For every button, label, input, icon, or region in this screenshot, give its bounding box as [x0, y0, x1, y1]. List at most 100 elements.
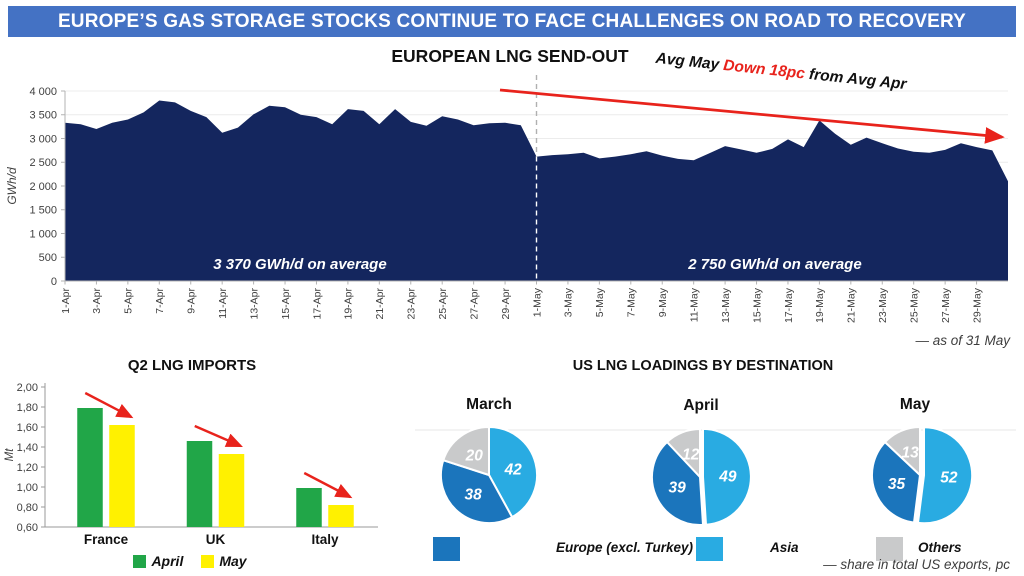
pie-month-may: May: [899, 396, 931, 413]
decline-arrow-italy: [303, 471, 353, 499]
x-tick-label: 19-May: [814, 287, 826, 323]
x-tick-label: 3-May: [563, 287, 575, 317]
imports-chart-title: Q2 LNG IMPORTS: [127, 357, 257, 374]
x-tick-label: 9-May: [657, 287, 669, 317]
x-tick-label: 29-May: [971, 287, 983, 323]
banner: EUROPE’S GAS STORAGE STOCKS CONTINUE TO …: [8, 6, 1016, 37]
x-tick-label: 21-May: [846, 287, 858, 323]
april-swatch: [133, 554, 147, 568]
as-of-note: — as of 31 May: [915, 333, 1010, 348]
category-label-italy: Italy: [311, 532, 339, 547]
europe-swatch: [433, 537, 460, 561]
pie-march-value-1: 38: [464, 487, 482, 504]
pie-march-slice-2: [442, 425, 490, 477]
x-tick-label: 1-May: [531, 287, 543, 317]
pie-march-value-0: 42: [504, 461, 523, 478]
x-tick-label: 13-May: [720, 287, 732, 323]
imports-y-tick: 1,80: [17, 402, 38, 414]
x-tick-label: 23-Apr: [406, 287, 418, 319]
bar-france-april: [77, 408, 103, 527]
y-tick-label: 500: [39, 252, 57, 264]
x-tick-label: 17-Apr: [311, 287, 323, 319]
decline-arrow-uk: [194, 424, 243, 448]
bottom-charts-plot: 2,00 1,80 1,60 1,40 1,20 1,00 0,80 0,60 Mt France…: [4, 382, 1016, 547]
imports-legend: April May: [100, 553, 280, 569]
x-tick-label: 7-Apr: [154, 288, 166, 314]
imports-y-tick: 2,00: [17, 382, 38, 394]
category-label-uk: UK: [206, 532, 226, 547]
pie-may-value-0: 52: [940, 469, 958, 486]
may-average-label: 2 750 GWh/d on average: [688, 256, 862, 273]
pie-april-value-0: 49: [718, 469, 737, 486]
x-tick-label: 19-Apr: [343, 287, 355, 319]
banner-title: EUROPE’S GAS STORAGE STOCKS CONTINUE TO …: [57, 10, 967, 32]
legend-item-april: April: [133, 553, 183, 569]
sendout-area: [65, 100, 1008, 281]
bar-uk-april: [186, 441, 213, 527]
pie-march-slice-0: [488, 425, 539, 519]
imports-y-tick: 1,40: [17, 442, 38, 454]
x-tick-label: 7-May: [626, 287, 638, 317]
decline-arrow-france: [84, 391, 134, 419]
bar-italy-may: [328, 505, 354, 527]
bar-uk-may: [218, 454, 245, 527]
x-tick-label: 5-Apr: [123, 288, 135, 314]
pie-march-slice-1: [439, 458, 514, 525]
pie-month-march: March: [466, 396, 512, 413]
pie-may-value-2: 13: [901, 445, 919, 462]
x-tick-label: 29-Apr: [500, 287, 512, 319]
imports-y-axis-title: Mt: [4, 448, 16, 462]
may-swatch: [201, 554, 215, 568]
legend-item-may: May: [201, 553, 247, 569]
europe-legend-label: Europe (excl. Turkey): [556, 540, 694, 555]
others-legend-label: Others: [918, 540, 962, 555]
x-tick-label: 27-Apr: [468, 287, 480, 319]
pie-month-april: April: [683, 397, 719, 414]
x-tick-label: 11-Apr: [217, 288, 229, 319]
bar-italy-april: [296, 488, 322, 527]
y-tick-label: 1 500: [29, 205, 57, 217]
y-tick-label: 2 500: [29, 157, 57, 169]
imports-y-tick: 0,80: [17, 502, 38, 514]
april-legend-label: April: [151, 553, 184, 569]
x-tick-label: 25-Apr: [437, 287, 449, 319]
y-tick-label: 1 000: [29, 228, 57, 240]
pie-march-value-2: 20: [465, 447, 484, 464]
sendout-chart-title: EUROPEAN LNG SEND-OUT: [391, 46, 629, 66]
trend-arrow: [499, 88, 1005, 144]
imports-y-tick: 1,00: [17, 482, 38, 494]
pie-april-slice-1: [650, 440, 705, 526]
y-tick-label: 3 500: [29, 110, 57, 122]
x-tick-label: 21-Apr: [374, 287, 386, 319]
pie-april-value-1: 39: [668, 479, 686, 496]
x-tick-label: 15-May: [751, 287, 763, 323]
pie-april-value-2: 12: [682, 446, 700, 463]
loadings-chart-title: US LNG LOADINGS BY DESTINATION: [572, 358, 834, 374]
category-label-france: France: [84, 532, 129, 547]
imports-y-tick: 1,20: [17, 462, 38, 474]
y-tick-label: 0: [51, 276, 57, 288]
x-tick-label: 27-May: [940, 287, 952, 323]
y-axis-title: GWh/d: [5, 167, 19, 205]
imports-y-tick: 1,60: [17, 422, 38, 434]
imports-y-tick: 0,60: [17, 522, 38, 534]
x-tick-label: 13-Apr: [248, 287, 260, 319]
x-tick-label: 17-May: [783, 287, 795, 323]
asia-legend-label: Asia: [770, 540, 799, 555]
bar-france-may: [109, 425, 135, 527]
pie-may-slice-2: [883, 425, 921, 478]
asia-swatch: [696, 537, 723, 561]
x-tick-label: 25-May: [909, 287, 921, 323]
x-tick-label: 3-Apr: [91, 288, 103, 314]
x-tick-label: 5-May: [594, 287, 606, 317]
april-average-label: 3 370 GWh/d on average: [213, 256, 387, 273]
x-tick-label: 9-Apr: [186, 288, 198, 314]
may-legend-label: May: [219, 553, 247, 569]
y-tick-label: 3 000: [29, 133, 57, 145]
x-tick-label: 15-Apr: [280, 287, 292, 319]
pie-may-value-1: 35: [888, 476, 906, 493]
x-tick-label: 23-May: [877, 287, 889, 323]
pie-april-slice-0: [702, 427, 752, 526]
x-tick-label: 11-May: [689, 287, 701, 322]
